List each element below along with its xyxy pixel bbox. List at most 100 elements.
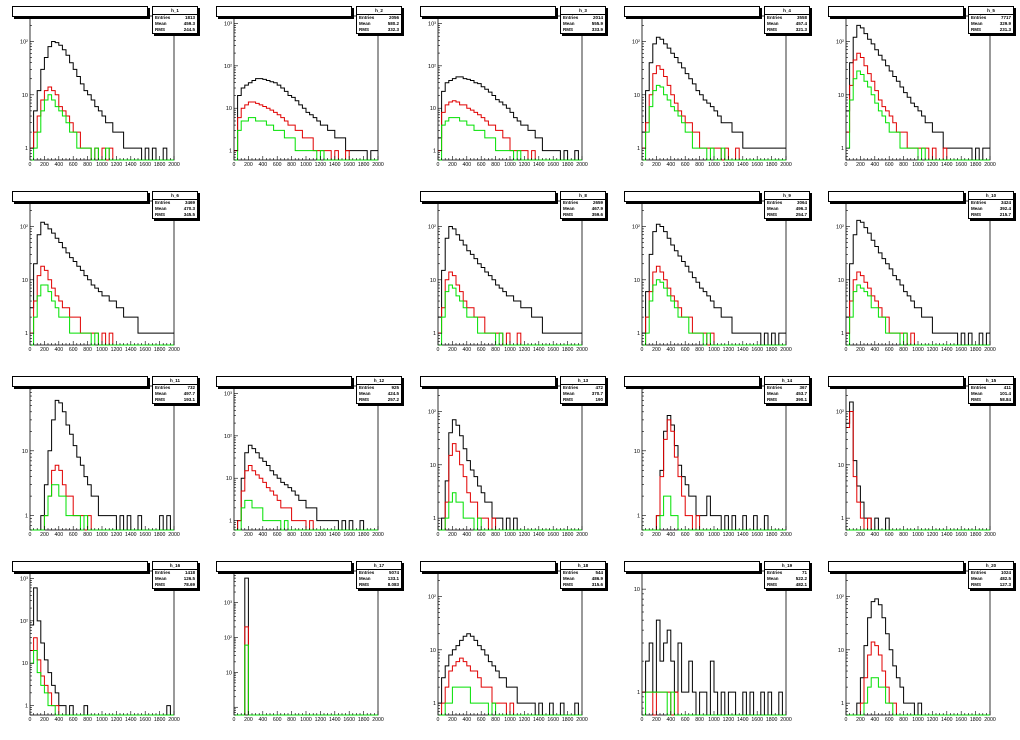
y-tick-label: 10 — [430, 106, 436, 112]
histogram-plot: 1 10 10² 0 200 400 600 800 1000 1200 1400 1600 1800 2… — [632, 200, 792, 353]
histogram-series-sel_green — [30, 484, 174, 531]
stat-row-mean: Mean 486.9 — [561, 576, 605, 582]
histogram-panel-h_12: 1 10 10² 10³ 0 200 400 600 800 1000 1200 1400 1600 18… — [204, 370, 408, 555]
x-tick-label: 1600 — [955, 532, 967, 538]
stat-row-rms: RMS 333.9 — [561, 27, 605, 33]
x-tick-label: 0 — [845, 532, 848, 538]
stat-label: Entries — [971, 570, 987, 575]
x-tick-label: 800 — [287, 162, 296, 168]
histogram-plot: 1 10 10² 10³ 0 200 400 600 800 1000 1200 1400 1600 18… — [224, 15, 384, 168]
x-tick-label: 1400 — [125, 162, 137, 168]
x-tick-label: 400 — [462, 162, 471, 168]
x-tick-label: 1600 — [751, 347, 763, 353]
y-tick-label: 10 — [226, 670, 232, 676]
histogram-name: h_11 — [153, 377, 197, 385]
x-tick-label: 200 — [652, 347, 661, 353]
stat-label: RMS — [563, 397, 573, 402]
histogram-panel-h_11: 1 10 10² 0 200 400 600 800 1000 1200 1400 1600 1800 2… — [0, 370, 204, 555]
x-tick-label: 0 — [641, 347, 644, 353]
stat-value: 370.7 — [591, 391, 603, 396]
stat-value: 215.7 — [999, 212, 1011, 217]
y-tick-label: 10² — [836, 39, 844, 45]
histogram-name: h_8 — [561, 192, 605, 200]
x-tick-label: 0 — [29, 162, 32, 168]
stats-box: h_4 Entries 3558 Mean 457.4 RMS 321.3 — [764, 6, 810, 34]
histogram-name: h_6 — [153, 192, 197, 200]
stat-label: Entries — [359, 385, 375, 390]
stat-value: 482.5 — [999, 576, 1011, 581]
stat-label: Mean — [155, 391, 167, 396]
x-tick-label: 1800 — [970, 347, 982, 353]
stat-value: 244.5 — [183, 27, 195, 32]
stat-label: Entries — [563, 200, 579, 205]
stat-row-entries: Entries 1024 — [969, 570, 1013, 576]
y-tick-label: 10³ — [20, 576, 28, 582]
stat-label: Entries — [767, 200, 783, 205]
x-tick-label: 1600 — [343, 532, 355, 538]
stat-label: Entries — [971, 200, 987, 205]
stat-label: Mean — [155, 576, 167, 581]
y-tick-label: 1 — [433, 331, 436, 337]
x-tick-label: 400 — [462, 532, 471, 538]
x-tick-label: 0 — [641, 532, 644, 538]
x-tick-label: 1400 — [941, 532, 953, 538]
x-tick-label: 600 — [477, 717, 486, 723]
y-tick-label: 10³ — [224, 21, 232, 27]
x-tick-label: 1200 — [111, 162, 123, 168]
x-tick-label: 2000 — [780, 162, 792, 168]
stat-value: 3469 — [184, 200, 195, 205]
x-tick-label: 1600 — [139, 717, 151, 723]
y-tick-label: 1 — [25, 704, 28, 710]
x-tick-label: 800 — [83, 717, 92, 723]
stats-box: h_18 Entries 544 Mean 486.9 RMS 315.6 — [560, 561, 606, 589]
x-tick-label: 200 — [448, 162, 457, 168]
x-tick-label: 1800 — [562, 532, 574, 538]
stat-row-entries: Entries 1418 — [153, 570, 197, 576]
x-tick-label: 600 — [477, 347, 486, 353]
x-tick-label: 200 — [448, 717, 457, 723]
stat-value: 472 — [595, 385, 603, 390]
stat-value: 133.1 — [387, 576, 399, 581]
stat-row-entries: Entries 3469 — [153, 200, 197, 206]
histogram-panel-h_14: 1 10 0 200 400 600 800 1000 1200 1400 1600 1800 2000… — [612, 370, 816, 555]
histogram-plot: 1 10 10² 0 200 400 600 800 1000 1200 1400 1600 1800 2… — [836, 15, 996, 168]
x-tick-label: 200 — [40, 717, 49, 723]
x-tick-label: 1000 — [708, 532, 720, 538]
stat-value: 544 — [595, 570, 603, 575]
y-tick-label: 10² — [224, 434, 232, 440]
histogram-series-all — [30, 40, 174, 161]
histogram-series-all — [438, 419, 582, 531]
x-tick-label: 800 — [899, 717, 908, 723]
stat-row-rms: RMS 78.69 — [153, 582, 197, 588]
stat-label: Entries — [563, 570, 579, 575]
stat-value: 482.1 — [795, 582, 807, 587]
y-tick-label: 1 — [841, 331, 844, 337]
x-tick-label: 400 — [54, 347, 63, 353]
stat-value: 411 — [1003, 385, 1011, 390]
stat-value: 321.3 — [795, 27, 807, 32]
histogram-name: h_1 — [153, 7, 197, 15]
x-tick-label: 0 — [233, 532, 236, 538]
stat-label: RMS — [563, 212, 573, 217]
title-box — [12, 191, 148, 202]
stats-box: h_2 Entries 2056 Mean 580.2 RMS 332.3 — [356, 6, 402, 34]
histogram-name: h_12 — [357, 377, 401, 385]
x-tick-label: 800 — [491, 717, 500, 723]
x-tick-label: 0 — [845, 162, 848, 168]
y-tick-label: 10² — [428, 64, 436, 70]
stat-label: Mean — [767, 21, 779, 26]
x-tick-label: 600 — [681, 717, 690, 723]
x-tick-label: 400 — [870, 162, 879, 168]
stat-row-mean: Mean 467.9 — [561, 206, 605, 212]
title-box — [828, 561, 964, 572]
histogram-panel-h_1: 1 10 10² 0 200 400 600 800 1000 1200 1400 1600 1800 2… — [0, 0, 204, 185]
x-tick-label: 1400 — [737, 162, 749, 168]
stat-label: RMS — [767, 212, 777, 217]
x-tick-label: 200 — [856, 347, 865, 353]
plot-frame — [29, 385, 175, 531]
stat-value: 580.2 — [387, 21, 399, 26]
histogram-name: h_10 — [969, 192, 1013, 200]
stat-value: 2659 — [592, 200, 603, 205]
stat-row-entries: Entries 732 — [153, 385, 197, 391]
title-box — [420, 561, 556, 572]
